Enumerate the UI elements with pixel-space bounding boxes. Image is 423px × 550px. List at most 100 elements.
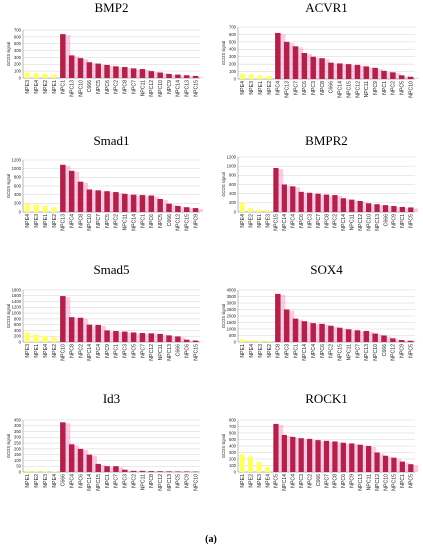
x-tick-label: NPC2 [333, 214, 339, 228]
bar [130, 332, 137, 342]
bar [104, 64, 110, 78]
bar-shadow [371, 204, 376, 212]
x-tick-label: NPC12 [149, 344, 155, 361]
bar [301, 53, 308, 79]
bar-shadow [83, 59, 89, 78]
bar-shadow [154, 196, 159, 212]
bar [345, 64, 352, 79]
x-tick-label: NPC13 [358, 474, 364, 491]
x-tick-label: NPE1 [257, 214, 263, 228]
bar-shadow [278, 424, 284, 472]
bar-shadow [100, 64, 106, 78]
bar-shadow [388, 456, 393, 472]
x-tick-label: NPC1 [293, 344, 299, 358]
bar [349, 199, 355, 212]
y-tick-label: 0 [19, 469, 22, 474]
bar [42, 73, 48, 78]
bar [340, 442, 346, 472]
bar [391, 206, 397, 212]
x-tick-label: NPC8 [276, 344, 282, 358]
bar-shadow [329, 195, 334, 212]
bar-shadow [295, 437, 301, 472]
bar [51, 471, 57, 472]
x-tick-label: NPC10 [383, 474, 389, 491]
x-tick-label: NPC12 [176, 214, 182, 231]
bar [157, 72, 163, 78]
y-tick-label: 100 [229, 463, 237, 468]
bar [307, 438, 313, 472]
x-tick-label: NPC14 [341, 214, 347, 231]
x-tick-label: NPC5 [400, 81, 406, 95]
y-tick-label: 1800 [12, 287, 22, 292]
x-tick-label: NPE4 [249, 344, 255, 358]
bar-shadow [189, 208, 195, 212]
bar-shadow [127, 470, 133, 472]
bar [292, 318, 299, 342]
chart-title: ROCK1 [305, 391, 348, 406]
y-tick-label: 150 [14, 452, 22, 457]
bar [95, 324, 101, 342]
bar-shadow [154, 334, 159, 342]
y-tick-label: 3500 [227, 294, 237, 299]
x-tick-label: NPC10 [193, 474, 199, 491]
bar-shadow [118, 193, 124, 212]
x-tick-label: NPC7 [355, 344, 361, 358]
bar-shadow [145, 70, 151, 78]
bar [290, 436, 296, 472]
y-tick-label: 0 [234, 209, 237, 214]
bar-shadow [83, 318, 89, 342]
chart-title: Id3 [103, 391, 120, 406]
bar-shadow [351, 65, 357, 79]
bar-shadow [180, 337, 186, 342]
bar [328, 325, 334, 342]
bar-shadow [345, 443, 351, 472]
bar-shadow [162, 200, 168, 212]
y-tick-label: 100 [14, 69, 22, 74]
x-tick-label: NPC2 [78, 344, 84, 358]
bar [175, 471, 181, 472]
bar-shadow [289, 310, 295, 342]
bar [328, 62, 334, 79]
bar [77, 317, 84, 342]
x-tick-label: NPC13 [167, 344, 173, 361]
bar-shadow [127, 68, 133, 78]
y-tick-label: 200 [229, 456, 237, 461]
y-tick-label: 1200 [12, 305, 22, 310]
bar [86, 62, 93, 78]
bar [60, 422, 66, 472]
chart-panel-smad5: Smad5 GCOS signal 020040060080010001200140… [6, 262, 204, 361]
bar [175, 336, 181, 342]
bar [42, 335, 48, 342]
x-tick-label: NPC2 [391, 81, 397, 95]
x-tick-label: NPC10 [87, 214, 93, 231]
bar-shadow [92, 325, 97, 342]
x-tick-label: NPC6 [185, 344, 191, 358]
x-tick-label: NPC5 [105, 214, 111, 228]
bar-shadow [329, 441, 334, 472]
bar-shadow [386, 71, 392, 79]
bar [292, 46, 299, 79]
bar [323, 194, 330, 212]
bar-shadow [295, 187, 301, 212]
bar [264, 466, 271, 472]
y-axis-label: GCOS signal [221, 304, 226, 329]
bar [24, 470, 31, 472]
bar [366, 203, 372, 212]
bar [281, 434, 287, 472]
bar [86, 189, 93, 212]
x-tick-label: NPC11 [346, 344, 352, 360]
bar [301, 321, 308, 342]
bar-shadow [354, 200, 360, 212]
y-tick-label: 800 [229, 417, 237, 422]
x-tick-label: NPC11 [158, 344, 164, 360]
bar [281, 184, 287, 212]
bar [266, 340, 272, 342]
bar [51, 74, 57, 78]
x-tick-label: NPC5 [274, 474, 280, 488]
bar [104, 330, 110, 342]
x-tick-label: NPE2 [43, 80, 49, 94]
bar-shadow [307, 322, 312, 342]
x-tick-label: NPC15 [392, 474, 398, 491]
